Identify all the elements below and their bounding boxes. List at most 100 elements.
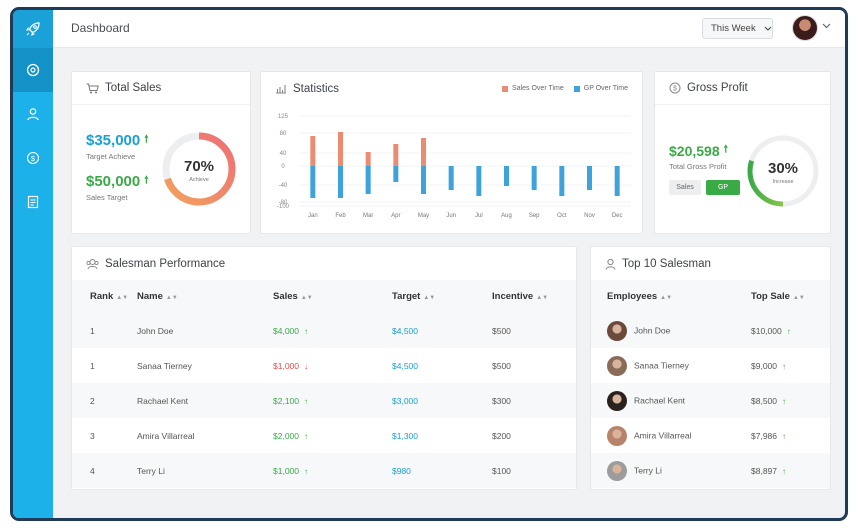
sidebar-item-users[interactable]	[13, 92, 53, 136]
x-tick-label: Feb	[335, 213, 346, 219]
sales-cell: $2,100 ↑	[273, 395, 308, 406]
arrow-up-icon: ↑	[786, 326, 791, 336]
table-row[interactable]: 4 Terry Li $1,000 ↑ $980 $100	[72, 453, 576, 488]
table-row[interactable]: 3 Amira Villarreal $2,000 ↑ $1,300 $200	[72, 418, 576, 453]
bar-gp-mar[interactable]	[365, 166, 371, 194]
user-avatar[interactable]	[792, 15, 818, 41]
sidebar: $	[13, 10, 53, 518]
app-window: $ Dashboard This Week Total Sales $35,00…	[10, 7, 848, 521]
top-sale-cell: $8,897 ↑	[751, 465, 786, 476]
card-title: Top 10 Salesman	[622, 257, 711, 270]
top-bar: Dashboard This Week	[53, 10, 845, 48]
table-row[interactable]: John Doe $10,000 ↑	[591, 313, 830, 348]
card-title: Statistics	[293, 82, 340, 95]
table-row[interactable]: Sanaa Tierney $9,000 ↑	[591, 348, 830, 383]
column-header-top-sale[interactable]: Top Sale ▲▼	[751, 291, 805, 302]
bar-gp-dec[interactable]	[614, 166, 620, 196]
bar-gp-jul[interactable]	[476, 166, 482, 196]
bar-gp-feb[interactable]	[338, 166, 343, 198]
employee-cell: Terry Li	[591, 453, 751, 488]
column-header-name[interactable]: Name ▲▼	[137, 291, 178, 302]
gross-profit-card: $ Gross Profit $20,598 🠕 Total Gross Prof…	[654, 71, 831, 234]
rank-cell: 2	[90, 395, 95, 406]
column-header-incentive[interactable]: Incentive ▲▼	[492, 291, 549, 302]
avatar	[607, 320, 627, 341]
arrow-up-icon: ↑	[304, 466, 308, 476]
bar-gp-jun[interactable]	[448, 166, 454, 190]
top-salesman-table: Employees ▲▼ Top Sale ▲▼ John Doe $10,000 ↑ S…	[591, 280, 830, 488]
x-tick-label: May	[418, 213, 429, 219]
legend-sales: Sales Over Time	[512, 85, 564, 92]
salesman-performance-card: Salesman Performance Rank ▲▼ Name ▲▼ Sales…	[71, 246, 577, 490]
statistics-card: Statistics Sales Over Time GP Over Time …	[260, 71, 643, 234]
column-header-employees[interactable]: Employees ▲▼	[607, 291, 673, 302]
target-cell: $4,500	[392, 360, 418, 371]
sales-cell: $4,000 ↑	[273, 325, 308, 336]
gross-profit-value: $20,598 🠕	[669, 142, 728, 159]
legend-swatch-gp	[573, 85, 580, 92]
x-tick-label: Jan	[308, 213, 318, 219]
bar-sales-mar[interactable]	[365, 152, 371, 166]
table-row[interactable]: Rachael Kent $8,500 ↑	[591, 383, 830, 418]
y-tick-label: -40	[279, 183, 288, 189]
tab-sales[interactable]: Sales	[669, 180, 701, 195]
bar-sales-feb[interactable]	[338, 132, 343, 166]
sidebar-item-dashboard[interactable]	[13, 48, 53, 92]
bar-gp-nov[interactable]	[587, 166, 592, 190]
x-tick-label: Aug	[501, 213, 512, 219]
table-row[interactable]: Terry Li $8,897 ↑	[591, 453, 830, 488]
gross-profit-percent: 30%	[768, 160, 798, 177]
rocket-icon[interactable]	[13, 10, 53, 48]
avatar	[607, 425, 627, 446]
card-title: Gross Profit	[687, 82, 748, 94]
total-sales-card: Total Sales $35,000 🠕 Target Achieve $50,…	[71, 71, 251, 234]
bar-gp-sep[interactable]	[531, 166, 537, 190]
bar-gp-apr[interactable]	[393, 166, 399, 182]
bar-sales-may[interactable]	[421, 138, 426, 166]
svg-text:$: $	[673, 86, 677, 93]
cart-icon	[86, 83, 99, 93]
x-tick-label: Jul	[475, 213, 483, 219]
column-header-target[interactable]: Target ▲▼	[392, 291, 436, 302]
table-row[interactable]: Amira Villarreal $7,986 ↑	[591, 418, 830, 453]
incentive-cell: $500	[492, 325, 511, 336]
chevron-down-icon[interactable]	[822, 23, 831, 29]
x-tick-label: Apr	[391, 213, 400, 219]
column-header-rank[interactable]: Rank ▲▼	[90, 291, 129, 302]
period-dropdown[interactable]: This Week	[702, 18, 773, 39]
avatar	[607, 355, 627, 376]
bar-gp-jan[interactable]	[310, 166, 316, 198]
sidebar-item-finance[interactable]: $	[13, 136, 53, 180]
users-icon	[86, 258, 99, 269]
person-icon	[605, 258, 616, 270]
rank-cell: 1	[90, 360, 95, 371]
salesman-table: Rank ▲▼ Name ▲▼ Sales ▲▼ Target ▲▼ Incentive…	[72, 280, 576, 488]
card-title: Salesman Performance	[105, 257, 226, 270]
name-cell: John Doe	[137, 325, 174, 336]
employee-cell: John Doe	[591, 313, 751, 348]
dashboard-icon	[26, 63, 40, 77]
tab-gp[interactable]: GP	[706, 180, 740, 195]
achieve-percent-label: Achieve	[189, 177, 209, 183]
sidebar-item-reports[interactable]	[13, 180, 53, 224]
bar-sales-jan[interactable]	[310, 136, 316, 166]
x-tick-label: Oct	[557, 213, 567, 219]
achieve-label: Target Achieve	[86, 152, 136, 161]
table-row[interactable]: 2 Rachael Kent $2,100 ↑ $3,000 $300	[72, 383, 576, 418]
y-tick-label: -80	[279, 200, 288, 206]
arrow-up-icon: ↑	[304, 431, 308, 441]
column-header-sales[interactable]: Sales ▲▼	[273, 291, 313, 302]
y-tick-label: 40	[280, 151, 287, 157]
bar-sales-apr[interactable]	[393, 144, 399, 166]
bar-gp-aug[interactable]	[504, 166, 509, 186]
table-row[interactable]: 1 Sanaa Tierney $1,000 ↓ $4,500 $500	[72, 348, 576, 383]
employee-cell: Rachael Kent	[591, 383, 751, 418]
bar-gp-may[interactable]	[421, 166, 426, 194]
target-label: Sales Target	[86, 193, 128, 202]
y-tick-label: 125	[278, 114, 289, 120]
y-tick-label: 0	[281, 164, 285, 170]
incentive-cell: $300	[492, 395, 511, 406]
bar-gp-oct[interactable]	[559, 166, 565, 196]
employee-cell: Sanaa Tierney	[591, 348, 751, 383]
table-row[interactable]: 1 John Doe $4,000 ↑ $4,500 $500	[72, 313, 576, 348]
